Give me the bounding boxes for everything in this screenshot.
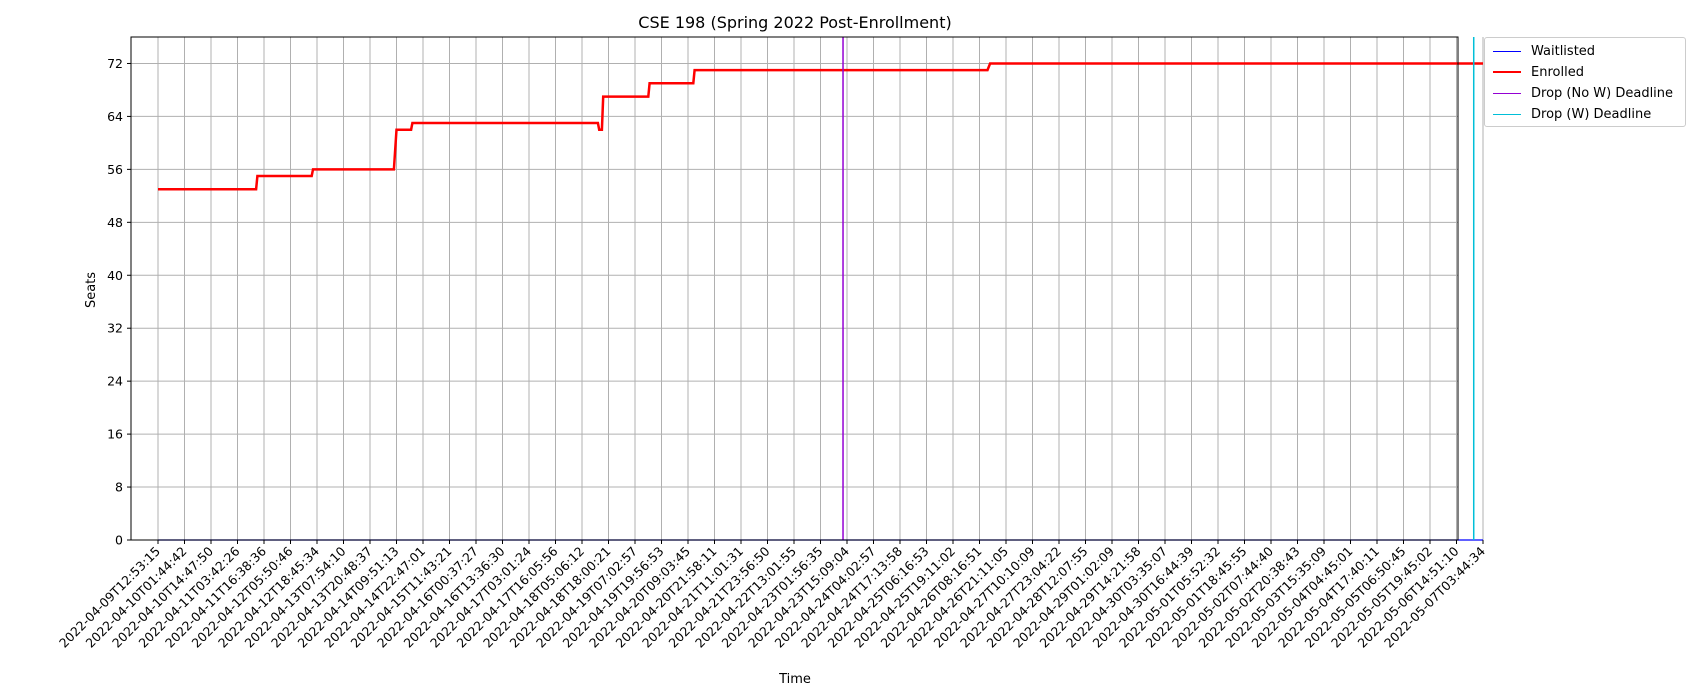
y-tick-label: 0 — [115, 533, 123, 548]
legend-item-enrolled: Enrolled — [1493, 62, 1584, 82]
legend-item-drop-no-w: Drop (No W) Deadline — [1493, 83, 1673, 103]
y-tick-label: 8 — [115, 480, 123, 495]
y-axis-ticks: 0 8 16 24 32 40 48 56 64 72 — [107, 56, 131, 548]
x-axis-label: Time — [778, 672, 811, 687]
legend-item-waitlisted: Waitlisted — [1493, 41, 1595, 61]
legend-item-drop-w: Drop (W) Deadline — [1493, 104, 1651, 124]
x-axis-ticks: 2022-04-09T12:53:152022-04-10T01:44:4220… — [56, 540, 1488, 651]
y-tick-label: 64 — [107, 109, 123, 124]
y-axis-label: Seats — [84, 272, 99, 308]
legend-label-enrolled: Enrolled — [1531, 64, 1584, 80]
y-tick-label: 72 — [107, 56, 123, 71]
legend-swatch-enrolled — [1493, 71, 1521, 73]
y-tick-label: 16 — [107, 427, 123, 442]
y-tick-label: 32 — [107, 321, 123, 336]
y-tick-label: 48 — [107, 215, 123, 230]
legend-label-waitlisted: Waitlisted — [1531, 43, 1596, 59]
chart-legend: Waitlisted Enrolled Drop (No W) Deadline… — [1484, 37, 1686, 127]
legend-swatch-waitlisted — [1493, 50, 1521, 52]
y-tick-label: 40 — [107, 268, 123, 283]
legend-swatch-drop-no-w — [1493, 92, 1521, 94]
grid-lines — [131, 37, 1484, 541]
legend-swatch-drop-w — [1493, 113, 1521, 115]
series-line-enrolled — [158, 62, 1483, 191]
legend-label-drop-no-w: Drop (No W) Deadline — [1531, 85, 1674, 101]
y-tick-label: 56 — [107, 162, 123, 177]
legend-label-drop-w: Drop (W) Deadline — [1531, 106, 1652, 122]
y-tick-label: 24 — [107, 374, 123, 389]
chart-title: CSE 198 (Spring 2022 Post-Enrollment) — [638, 13, 951, 32]
